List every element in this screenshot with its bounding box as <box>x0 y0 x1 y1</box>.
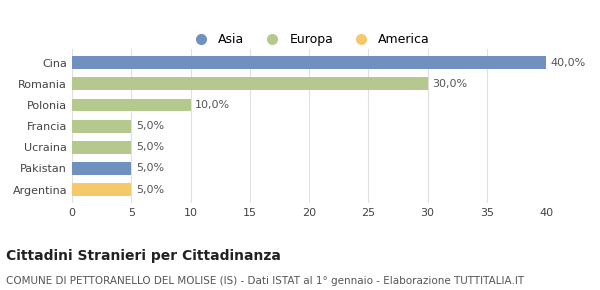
Text: COMUNE DI PETTORANELLO DEL MOLISE (IS) - Dati ISTAT al 1° gennaio - Elaborazione: COMUNE DI PETTORANELLO DEL MOLISE (IS) -… <box>6 276 524 285</box>
Bar <box>72 162 131 175</box>
Bar <box>72 77 428 90</box>
Text: 40,0%: 40,0% <box>551 58 586 68</box>
Bar <box>72 99 191 111</box>
Text: 5,0%: 5,0% <box>136 164 164 173</box>
Text: 5,0%: 5,0% <box>136 121 164 131</box>
Text: 5,0%: 5,0% <box>136 185 164 195</box>
Bar <box>72 56 546 69</box>
Bar <box>72 183 131 196</box>
Legend: Asia, Europa, America: Asia, Europa, America <box>183 28 435 51</box>
Text: Cittadini Stranieri per Cittadinanza: Cittadini Stranieri per Cittadinanza <box>6 249 281 263</box>
Text: 10,0%: 10,0% <box>195 100 230 110</box>
Text: 5,0%: 5,0% <box>136 142 164 152</box>
Bar <box>72 120 131 133</box>
Text: 30,0%: 30,0% <box>432 79 467 89</box>
Bar <box>72 141 131 154</box>
